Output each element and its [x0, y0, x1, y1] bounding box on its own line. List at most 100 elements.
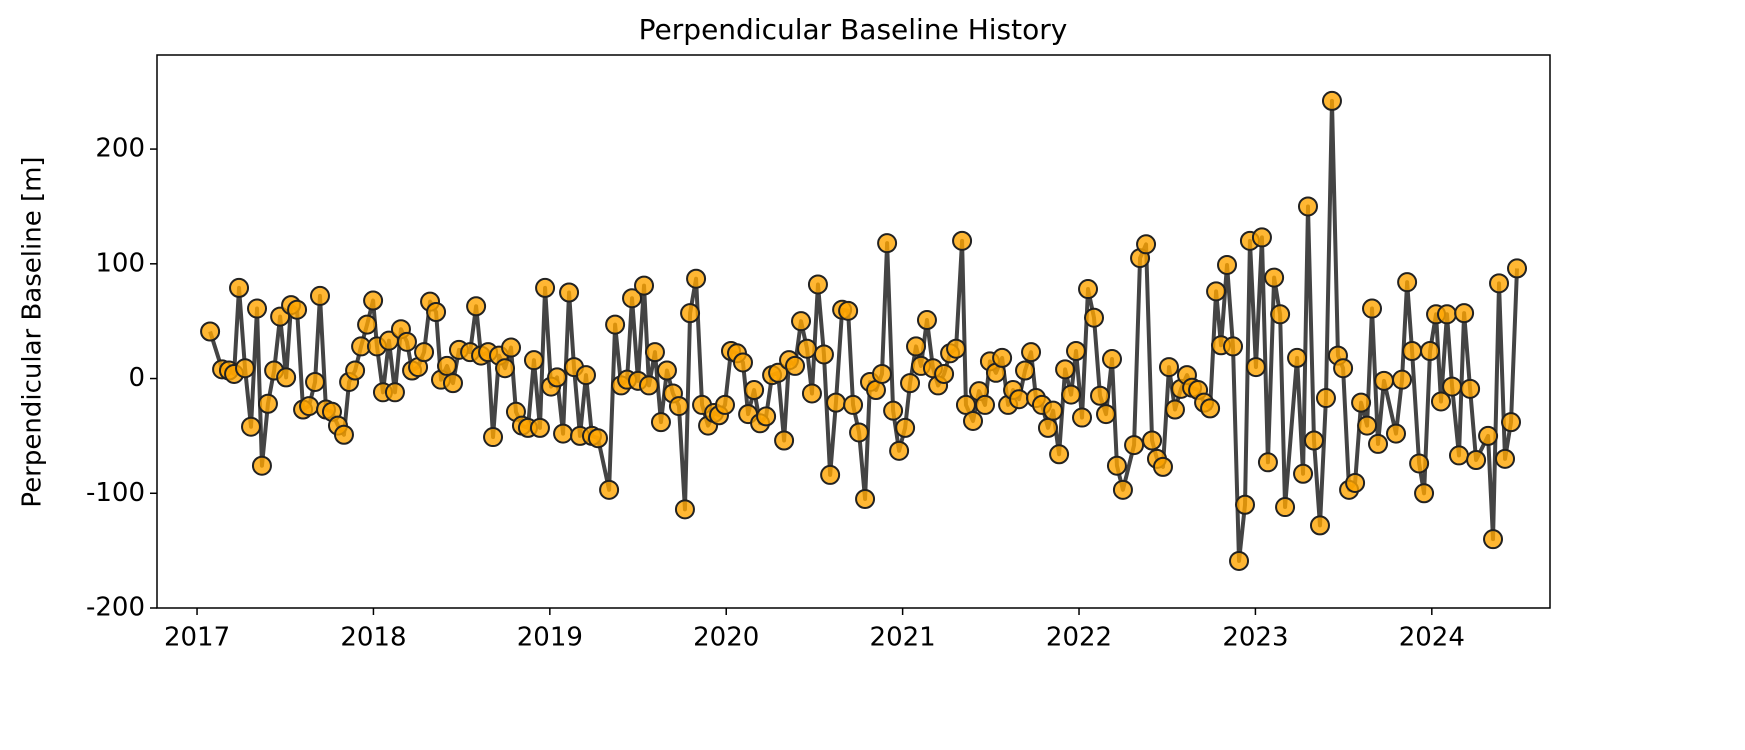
marker	[900, 373, 921, 394]
marker	[501, 337, 522, 358]
marker	[1321, 90, 1342, 111]
marker	[883, 400, 904, 421]
marker	[849, 422, 870, 443]
marker	[871, 363, 892, 384]
marker	[523, 350, 544, 371]
marker	[1043, 400, 1064, 421]
y-tick-label: 200	[95, 134, 145, 164]
marker	[906, 336, 927, 357]
marker	[442, 373, 463, 394]
marker	[634, 275, 655, 296]
marker	[807, 274, 828, 295]
marker	[1229, 550, 1250, 571]
marker	[1245, 357, 1266, 378]
marker	[235, 358, 256, 379]
series-line	[208, 98, 1520, 563]
marker	[1293, 463, 1314, 484]
marker	[1061, 384, 1082, 405]
marker	[1158, 357, 1179, 378]
x-tick-label: 2019	[517, 623, 583, 653]
marker	[1072, 407, 1093, 428]
marker	[333, 424, 354, 445]
y-tick-label: 0	[128, 363, 145, 393]
marker	[1483, 529, 1504, 550]
marker	[1142, 430, 1163, 451]
marker	[916, 310, 937, 331]
marker	[1345, 472, 1366, 493]
marker	[791, 311, 812, 332]
marker	[1275, 497, 1296, 518]
marker	[1442, 376, 1463, 397]
marker	[1466, 449, 1487, 470]
marker	[599, 479, 620, 500]
marker	[813, 344, 834, 365]
marker	[1362, 298, 1383, 319]
marker	[668, 396, 689, 417]
marker	[1357, 415, 1378, 436]
marker	[744, 380, 765, 401]
marker	[855, 489, 876, 510]
marker	[1303, 430, 1324, 451]
marker	[299, 396, 320, 417]
marker	[801, 383, 822, 404]
marker	[934, 363, 955, 384]
marker	[1066, 341, 1087, 362]
marker	[384, 382, 405, 403]
marker	[1270, 304, 1291, 325]
marker	[251, 455, 272, 476]
marker	[963, 410, 984, 431]
marker	[622, 288, 643, 309]
marker	[1251, 227, 1272, 248]
marker	[287, 299, 308, 320]
marker	[309, 285, 330, 306]
marker	[1112, 479, 1133, 500]
marker	[680, 303, 701, 324]
marker	[229, 277, 250, 298]
marker	[1049, 444, 1070, 465]
marker	[1164, 399, 1185, 420]
marker	[1009, 389, 1030, 410]
marker	[1206, 281, 1227, 302]
marker	[1374, 370, 1395, 391]
x-tick-label: 2020	[693, 623, 759, 653]
marker	[768, 362, 789, 383]
marker	[1102, 349, 1123, 370]
marker	[1223, 336, 1244, 357]
marker	[714, 394, 735, 415]
marker	[276, 367, 297, 388]
marker	[495, 358, 516, 379]
marker	[644, 342, 665, 363]
marker	[656, 360, 677, 381]
x-tick-label: 2022	[1046, 623, 1112, 653]
marker	[1217, 254, 1238, 275]
marker	[1478, 425, 1499, 446]
marker	[241, 416, 262, 437]
marker	[1397, 272, 1418, 293]
marker	[1264, 267, 1285, 288]
x-tick-label: 2021	[870, 623, 936, 653]
marker	[895, 417, 916, 438]
marker	[357, 314, 378, 335]
marker	[797, 338, 818, 359]
marker	[1106, 455, 1127, 476]
marker	[575, 365, 596, 386]
marker	[1507, 258, 1528, 279]
marker	[1015, 360, 1036, 381]
marker	[1448, 445, 1469, 466]
marker	[1460, 378, 1481, 399]
marker	[1454, 303, 1475, 324]
marker	[946, 338, 967, 359]
marker	[1420, 341, 1441, 362]
marker	[247, 298, 268, 319]
x-tick-label: 2023	[1222, 623, 1288, 653]
marker	[535, 277, 556, 298]
marker	[952, 230, 973, 251]
marker	[396, 331, 417, 352]
marker	[1037, 417, 1058, 438]
marker	[1152, 456, 1173, 477]
marker	[1096, 404, 1117, 425]
marker	[414, 342, 435, 363]
chart-title: Perpendicular Baseline History	[639, 13, 1068, 46]
marker	[825, 392, 846, 413]
